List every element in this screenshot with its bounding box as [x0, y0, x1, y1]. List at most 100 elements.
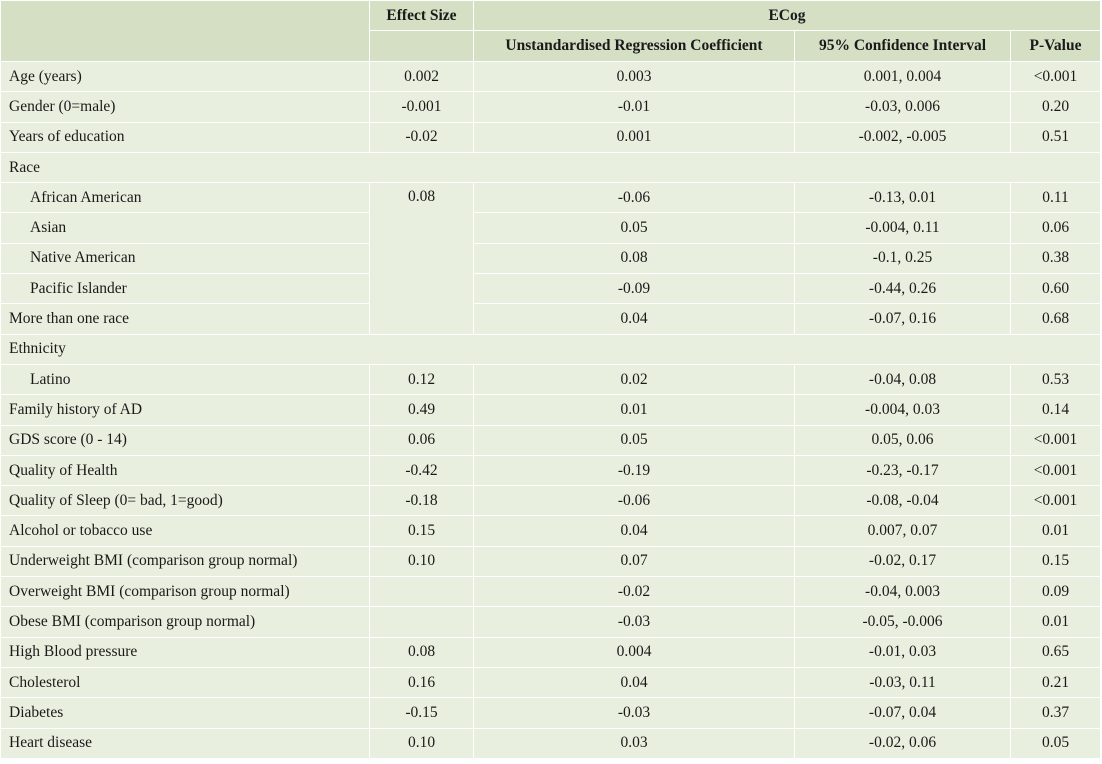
confidence-interval-cell: -0.04, 0.003 — [794, 576, 1011, 608]
header-blank-cell — [0, 0, 370, 62]
p-value-cell: 0.01 — [1010, 606, 1101, 638]
effect-size-cell: 0.002 — [369, 60, 474, 93]
confidence-interval-cell: 0.05, 0.06 — [794, 424, 1011, 456]
table-row: African American 0.08 -0.06 -0.13, 0.01 … — [0, 182, 1101, 335]
p-value-cell: <0.001 — [1010, 454, 1101, 487]
row-label: High Blood pressure — [0, 636, 370, 668]
coefficient-cell: -0.03 — [473, 697, 795, 729]
table-row: Asian 0.05 -0.004, 0.11 0.06 — [0, 212, 1101, 244]
p-value-cell: 0.38 — [1010, 242, 1101, 275]
table-row: Years of education -0.02 0.001 -0.002, -… — [0, 121, 1101, 153]
table-row: Gender (0=male) -0.001 -0.01 -0.03, 0.00… — [0, 91, 1101, 123]
coefficient-cell: 0.003 — [473, 60, 795, 93]
p-value-cell: 0.15 — [1010, 545, 1101, 578]
coefficient-cell: -0.06 — [473, 485, 795, 517]
table-row: Latino 0.12 0.02 -0.04, 0.08 0.53 — [0, 363, 1101, 396]
confidence-interval-cell: -0.07, 0.16 — [794, 303, 1011, 335]
confidence-interval-cell: -0.07, 0.04 — [794, 697, 1011, 729]
confidence-interval-cell: -0.23, -0.17 — [794, 454, 1011, 487]
header-row-1: Effect Size ECog — [0, 0, 1101, 62]
coefficient-cell: -0.02 — [473, 576, 795, 608]
coefficient-cell: -0.03 — [473, 606, 795, 638]
p-value-cell: 0.01 — [1010, 515, 1101, 547]
p-value-cell: <0.001 — [1010, 60, 1101, 93]
coefficient-cell: 0.03 — [473, 727, 795, 759]
table-row: Family history of AD 0.49 0.01 -0.004, 0… — [0, 394, 1101, 426]
row-label: Diabetes — [0, 697, 370, 729]
effect-size-cell: -0.001 — [369, 91, 474, 123]
coefficient-cell: 0.05 — [473, 424, 795, 456]
table-row: Heart disease 0.10 0.03 -0.02, 0.06 0.05 — [0, 727, 1101, 759]
coefficient-cell: 0.07 — [473, 545, 795, 578]
confidence-interval-cell: -0.01, 0.03 — [794, 636, 1011, 668]
header-ecog: ECog — [473, 0, 1101, 31]
p-value-cell: 0.60 — [1010, 273, 1101, 305]
row-label: Native American — [0, 242, 370, 275]
table-row: Pacific Islander -0.09 -0.44, 0.26 0.60 — [0, 273, 1101, 305]
confidence-interval-cell: -0.03, 0.006 — [794, 91, 1011, 123]
effect-size-cell: 0.10 — [369, 727, 474, 759]
confidence-interval-cell: -0.05, -0.006 — [794, 606, 1011, 638]
p-value-cell: 0.68 — [1010, 303, 1101, 335]
table-row: More than one race 0.04 -0.07, 0.16 0.68 — [0, 303, 1101, 335]
p-value-cell: <0.001 — [1010, 424, 1101, 456]
header-effect-size-blank — [369, 30, 474, 62]
table-row: High Blood pressure 0.08 0.004 -0.01, 0.… — [0, 636, 1101, 668]
effect-size-cell: 0.10 — [369, 545, 474, 578]
header-coefficient: Unstandardised Regression Coefficient — [473, 30, 795, 62]
effect-size-cell: 0.49 — [369, 394, 474, 426]
coefficient-cell: 0.001 — [473, 121, 795, 153]
effect-size-cell: 0.08 — [369, 636, 474, 668]
coefficient-cell: -0.19 — [473, 454, 795, 487]
row-label: Obese BMI (comparison group normal) — [0, 606, 370, 638]
row-label: Age (years) — [0, 60, 370, 93]
effect-size-cell: -0.42 — [369, 454, 474, 487]
table-row: Age (years) 0.002 0.003 0.001, 0.004 <0.… — [0, 60, 1101, 93]
row-label: Asian — [0, 212, 370, 244]
coefficient-cell: -0.09 — [473, 273, 795, 305]
header-p-value: P-Value — [1010, 30, 1101, 62]
row-label: African American — [0, 182, 370, 214]
coefficient-cell: 0.04 — [473, 515, 795, 547]
p-value-cell: 0.65 — [1010, 636, 1101, 668]
effect-size-cell-race: 0.08 — [369, 182, 474, 335]
table-row: Underweight BMI (comparison group normal… — [0, 545, 1101, 578]
row-label: Gender (0=male) — [0, 91, 370, 123]
confidence-interval-cell: -0.08, -0.04 — [794, 485, 1011, 517]
effect-size-value: 0.08 — [407, 188, 436, 206]
row-label: Overweight BMI (comparison group normal) — [0, 576, 370, 608]
confidence-interval-cell: -0.02, 0.06 — [794, 727, 1011, 759]
row-label: Heart disease — [0, 727, 370, 759]
coefficient-cell: -0.06 — [473, 182, 795, 214]
effect-size-cell: 0.12 — [369, 363, 474, 396]
confidence-interval-cell: -0.44, 0.26 — [794, 273, 1011, 305]
row-label: Quality of Health — [0, 454, 370, 487]
confidence-interval-cell: 0.001, 0.004 — [794, 60, 1011, 93]
section-label: Race — [0, 151, 1101, 184]
confidence-interval-cell: -0.002, -0.005 — [794, 121, 1011, 153]
row-label: Years of education — [0, 121, 370, 153]
coefficient-cell: 0.004 — [473, 636, 795, 668]
effect-size-cell: -0.18 — [369, 485, 474, 517]
header-effect-size: Effect Size — [369, 0, 474, 31]
confidence-interval-cell: -0.13, 0.01 — [794, 182, 1011, 214]
table-row: Quality of Health -0.42 -0.19 -0.23, -0.… — [0, 454, 1101, 487]
effect-size-cell — [369, 606, 474, 638]
p-value-cell: 0.37 — [1010, 697, 1101, 729]
section-row-ethnicity: Ethnicity — [0, 333, 1101, 365]
coefficient-cell: 0.04 — [473, 303, 795, 335]
table-row: Native American 0.08 -0.1, 0.25 0.38 — [0, 242, 1101, 275]
p-value-cell: 0.20 — [1010, 91, 1101, 123]
coefficient-cell: 0.02 — [473, 363, 795, 396]
confidence-interval-cell: 0.007, 0.07 — [794, 515, 1011, 547]
table-row: GDS score (0 - 14) 0.06 0.05 0.05, 0.06 … — [0, 424, 1101, 456]
header-confidence-interval: 95% Confidence Interval — [794, 30, 1011, 62]
confidence-interval-cell: -0.02, 0.17 — [794, 545, 1011, 578]
confidence-interval-cell: -0.03, 0.11 — [794, 666, 1011, 699]
p-value-cell: 0.09 — [1010, 576, 1101, 608]
p-value-cell: 0.51 — [1010, 121, 1101, 153]
effect-size-cell: 0.15 — [369, 515, 474, 547]
table-row: Obese BMI (comparison group normal) -0.0… — [0, 606, 1101, 638]
coefficient-cell: 0.08 — [473, 242, 795, 275]
row-label: Cholesterol — [0, 666, 370, 699]
